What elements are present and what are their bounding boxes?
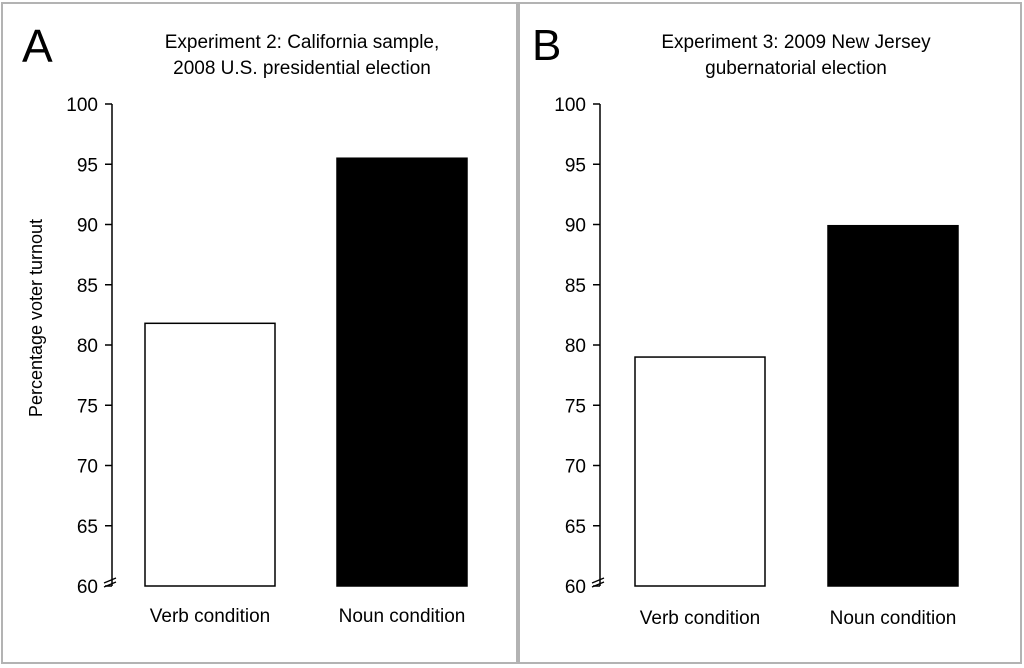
panel-a-y-axis-label: Percentage voter turnout	[26, 219, 46, 417]
panel-b-y-tick-label: 75	[565, 396, 586, 417]
panel-b-frame	[518, 2, 1022, 664]
panel-b-letter: B	[532, 21, 561, 70]
panel-b-category-label: Verb condition	[640, 608, 760, 629]
panel-a-y-tick-label: 80	[77, 336, 98, 357]
panel-a-frame	[1, 2, 518, 664]
panel-b: B Experiment 3: 2009 New Jersey gubernat…	[518, 2, 1022, 664]
panel-a-y-tick-label: 100	[66, 95, 98, 116]
panel-b-title-line-2: gubernatorial election	[705, 58, 887, 79]
panel-a-title-line-2: 2008 U.S. presidential election	[173, 58, 431, 79]
panel-a-category-label: Verb condition	[150, 606, 270, 627]
panel-a-y-tick-label: 85	[77, 276, 98, 297]
panel-b-axis-break	[591, 577, 605, 584]
panel-a-y-tick-label: 65	[77, 517, 98, 538]
panel-b-plot: 60 65 70 75 80 85 90 95 100 Verb condition Noun co…	[554, 95, 959, 629]
panel-a-plot: 60 65 70 75 80 85 90 95 100 Verb condition Noun co…	[66, 95, 468, 627]
panel-b-y-tick-label: 70	[565, 457, 586, 478]
panel-a-letter: A	[22, 20, 53, 72]
panel-b-title-line-1: Experiment 3: 2009 New Jersey	[661, 32, 931, 53]
panel-b-y-tick-label: 65	[565, 517, 586, 538]
panel-b-axis-break	[591, 581, 605, 588]
panel-a-y-tick-label: 60	[77, 577, 98, 598]
panel-a-y-tick-label: 70	[77, 457, 98, 478]
panel-a-axis-break	[103, 577, 117, 584]
panel-b-y-tick-label: 85	[565, 276, 586, 297]
panel-a-y-tick-label: 95	[77, 155, 98, 176]
panel-a-axis-break	[103, 581, 117, 588]
panel-b-y-tick-label: 100	[554, 95, 586, 116]
panel-b-y-tick-label: 60	[565, 577, 586, 598]
panel-a: A Experiment 2: California sample, 2008 …	[1, 2, 518, 664]
panel-a-y-tick-label: 75	[77, 396, 98, 417]
panel-b-bar-noun	[827, 224, 959, 587]
panel-b-y-tick-label: 80	[565, 336, 586, 357]
panel-a-category-label: Noun condition	[339, 606, 466, 627]
panel-a-bar-verb	[144, 322, 276, 587]
panel-b-y-tick-label: 90	[565, 216, 586, 237]
panel-a-y-tick-label: 90	[77, 216, 98, 237]
panel-b-bar-verb	[634, 356, 766, 587]
panel-b-category-label: Noun condition	[830, 608, 957, 629]
panel-b-y-tick-label: 95	[565, 155, 586, 176]
panel-a-bar-noun	[336, 157, 468, 587]
panel-a-title-line-1: Experiment 2: California sample,	[165, 32, 440, 53]
